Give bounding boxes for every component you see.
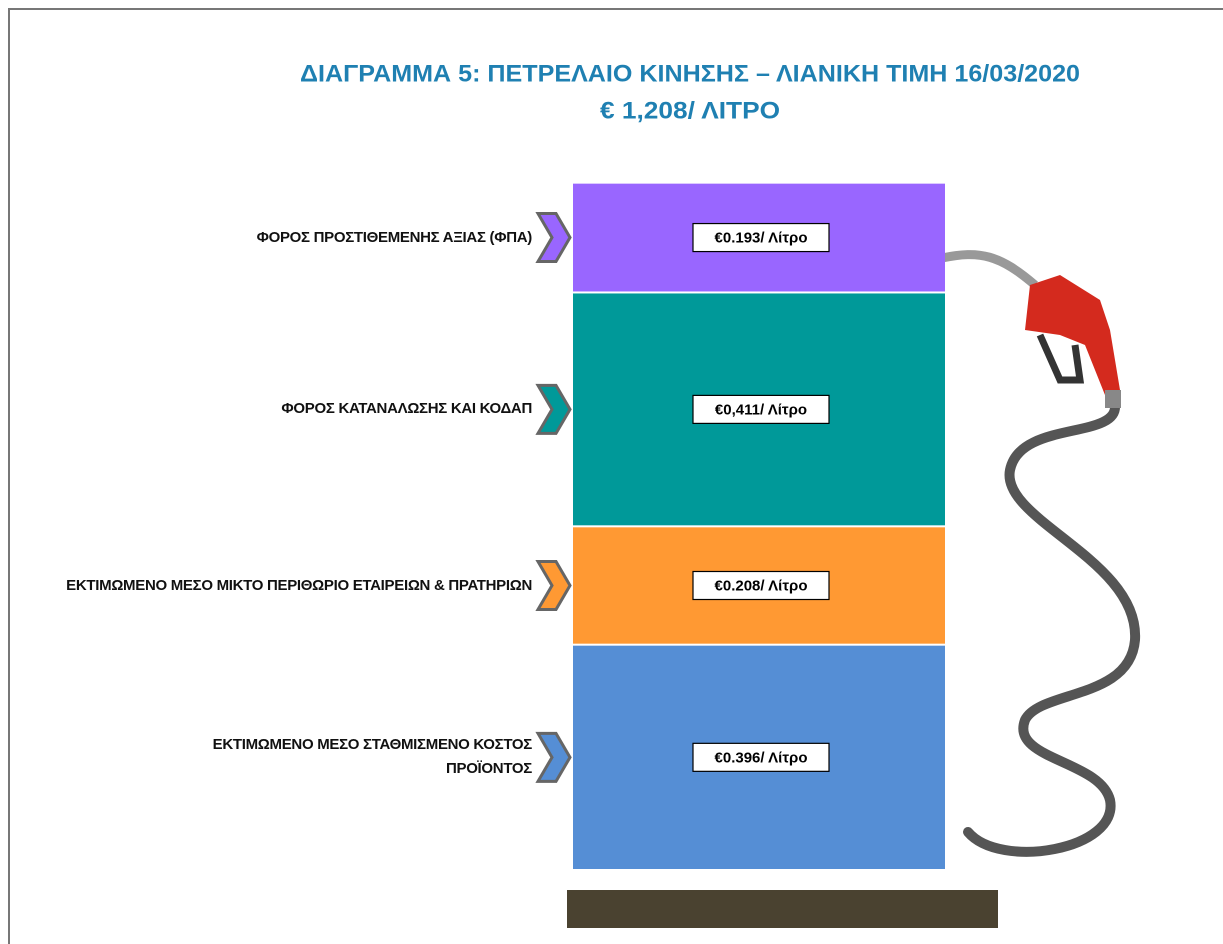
value-label: €0.208/ Λίτρο xyxy=(715,577,808,594)
series-label: ΕΚΤΙΜΩΜΕΝΟ ΜΕΣΟ ΜΙΚΤΟ ΠΕΡΙΘΩΡΙΟ ΕΤΑΙΡΕΙΩ… xyxy=(66,576,532,594)
chevron xyxy=(535,560,572,611)
chevron xyxy=(535,383,572,435)
value-label: €0,411/ Λίτρο xyxy=(715,401,807,418)
pump-base xyxy=(567,890,998,928)
value-label-box xyxy=(692,570,830,601)
nozzle-tip xyxy=(1105,390,1121,408)
series-label: ΦΟΡΟΣ ΚΑΤΑΝΑΛΩΣΗΣ ΚΑΙ ΚΟΔΑΠ xyxy=(281,400,532,418)
chevron xyxy=(535,212,572,264)
chart-subtitle: € 1,208/ ΛΙΤΡΟ xyxy=(600,97,780,124)
value-label-box xyxy=(692,742,830,772)
nozzle-pipe xyxy=(941,250,1038,289)
series-label: ΕΚΤΙΜΩΜΕΝΟ ΜΕΣΟ ΣΤΑΘΜΙΣΜΕΝΟ ΚΟΣΤΟΣ ΠΡΟΪΟ… xyxy=(212,736,533,778)
chart-title: ΔΙΑΓΡΑΜΜΑ 5: ΠΕΤΡΕΛΑΙΟ ΚΙΝΗΣΗΣ – ΛΙΑΝΙΚΗ… xyxy=(300,60,1080,87)
value-label-box xyxy=(692,394,830,424)
value-label-box xyxy=(692,222,830,253)
frame xyxy=(8,8,1223,944)
value-label: €0.193/ Λίτρο xyxy=(715,230,808,247)
nozzle xyxy=(1025,275,1120,395)
nozzle-trigger xyxy=(1036,333,1085,384)
chevron xyxy=(535,731,572,783)
value-label: €0.396/ Λίτρο xyxy=(715,749,808,766)
series-label: ΦΟΡΟΣ ΠΡΟΣΤΙΘΕΜΕΝΗΣ ΑΞΙΑΣ (ΦΠΑ) xyxy=(256,228,533,246)
hose xyxy=(963,400,1141,857)
